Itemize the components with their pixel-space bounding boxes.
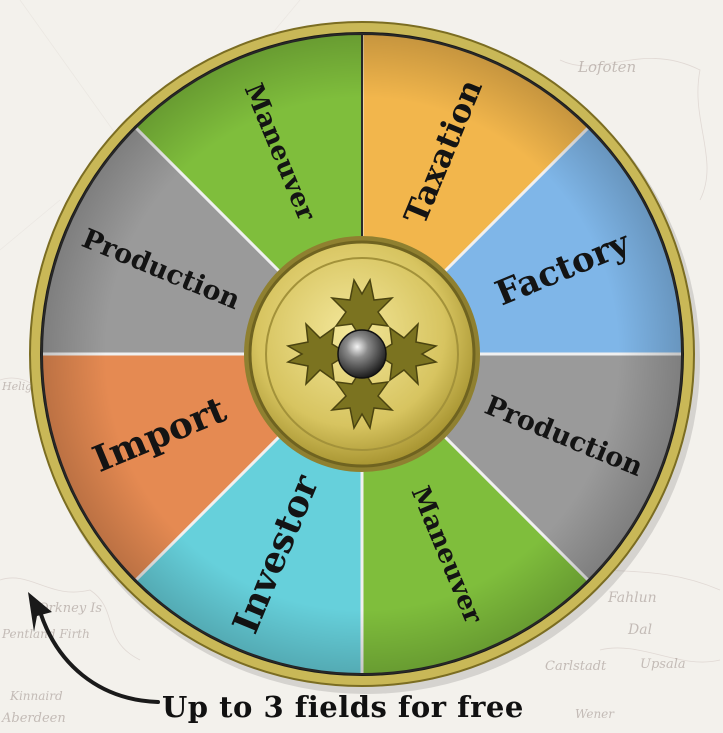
map-label-aberdeen: Aberdeen	[1, 711, 66, 726]
arrow-head-icon	[28, 592, 52, 632]
leaf-cross-emblem	[285, 277, 439, 431]
map-label-carlstadt: Carlstadt	[545, 659, 607, 674]
rondel-hub	[244, 236, 480, 472]
map-label-upsala: Upsala	[640, 657, 686, 672]
map-label-orkney: Orkney Is	[38, 601, 102, 616]
leaf-icon	[285, 321, 350, 387]
map-label-kinnaird: Kinnaird	[9, 689, 63, 703]
map-label-lofoten: Lofoten	[577, 58, 636, 76]
map-label-fahlun: Fahlun	[607, 590, 657, 606]
map-label-wener: Wener	[575, 707, 615, 721]
leaf-icon	[329, 366, 395, 431]
free-fields-caption: Up to 3 fields for free	[162, 690, 524, 724]
map-label-pentland: Pentland Firth	[1, 627, 90, 641]
map-label-dal: Dal	[627, 622, 652, 638]
leaf-icon	[329, 277, 395, 342]
hub-pin	[337, 329, 387, 379]
free-move-arrow	[36, 603, 160, 704]
leaf-icon	[374, 321, 439, 387]
